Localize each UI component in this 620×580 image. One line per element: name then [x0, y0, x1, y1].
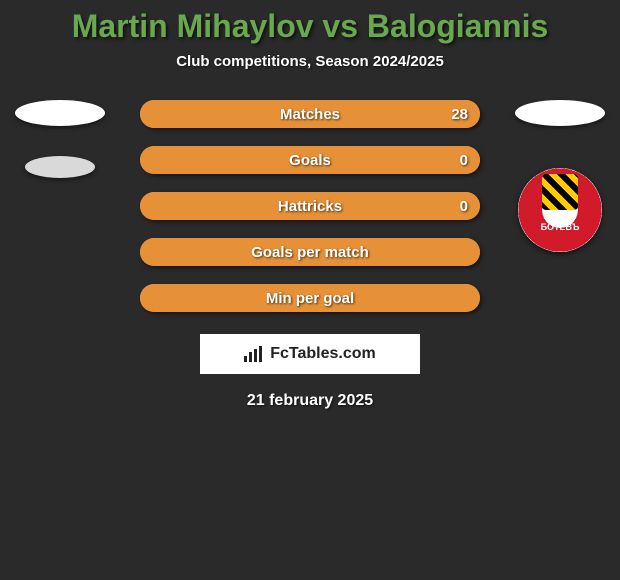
- stat-label: Hattricks: [278, 198, 342, 215]
- generation-date: 21 february 2025: [0, 392, 620, 410]
- comparison-bars: Matches 28 Goals 0 Hattricks 0 Goals per match…: [140, 100, 480, 312]
- stat-value-right: 28: [451, 106, 468, 123]
- page-title: Martin Mihaylov vs Balogiannis: [0, 0, 620, 45]
- stat-label: Matches: [280, 106, 340, 123]
- fctables-logo: FcTables.com: [200, 334, 420, 374]
- left-player-col: [0, 100, 120, 178]
- left-player-ellipse-2: [25, 156, 95, 178]
- stat-bar: Matches 28: [140, 100, 480, 128]
- right-club-badge: БОТЕВЪ: [518, 168, 602, 252]
- club-badge-label: БОТЕВЪ: [518, 222, 602, 232]
- subtitle-text: Club competitions, Season 2024/2025: [176, 53, 444, 70]
- comparison-content: БОТЕВЪ Matches 28 Goals 0 Hattricks 0 Goals pe…: [0, 100, 620, 410]
- stat-bar: Goals 0: [140, 146, 480, 174]
- left-player-ellipse-1: [15, 100, 105, 126]
- stat-bar: Min per goal: [140, 284, 480, 312]
- stat-label: Goals: [289, 152, 331, 169]
- right-player-ellipse-1: [515, 100, 605, 126]
- stat-label: Min per goal: [266, 290, 354, 307]
- stat-bar: Hattricks 0: [140, 192, 480, 220]
- stat-label: Goals per match: [251, 244, 369, 261]
- bar-chart-icon: [244, 346, 264, 362]
- page-subtitle: Club competitions, Season 2024/2025: [0, 53, 620, 70]
- stat-value-right: 0: [460, 152, 468, 169]
- stat-value-right: 0: [460, 198, 468, 215]
- date-text: 21 february 2025: [247, 392, 373, 409]
- logo-text: FcTables.com: [270, 345, 376, 363]
- title-text: Martin Mihaylov vs Balogiannis: [72, 8, 549, 44]
- right-player-col: БОТЕВЪ: [500, 100, 620, 252]
- stat-bar: Goals per match: [140, 238, 480, 266]
